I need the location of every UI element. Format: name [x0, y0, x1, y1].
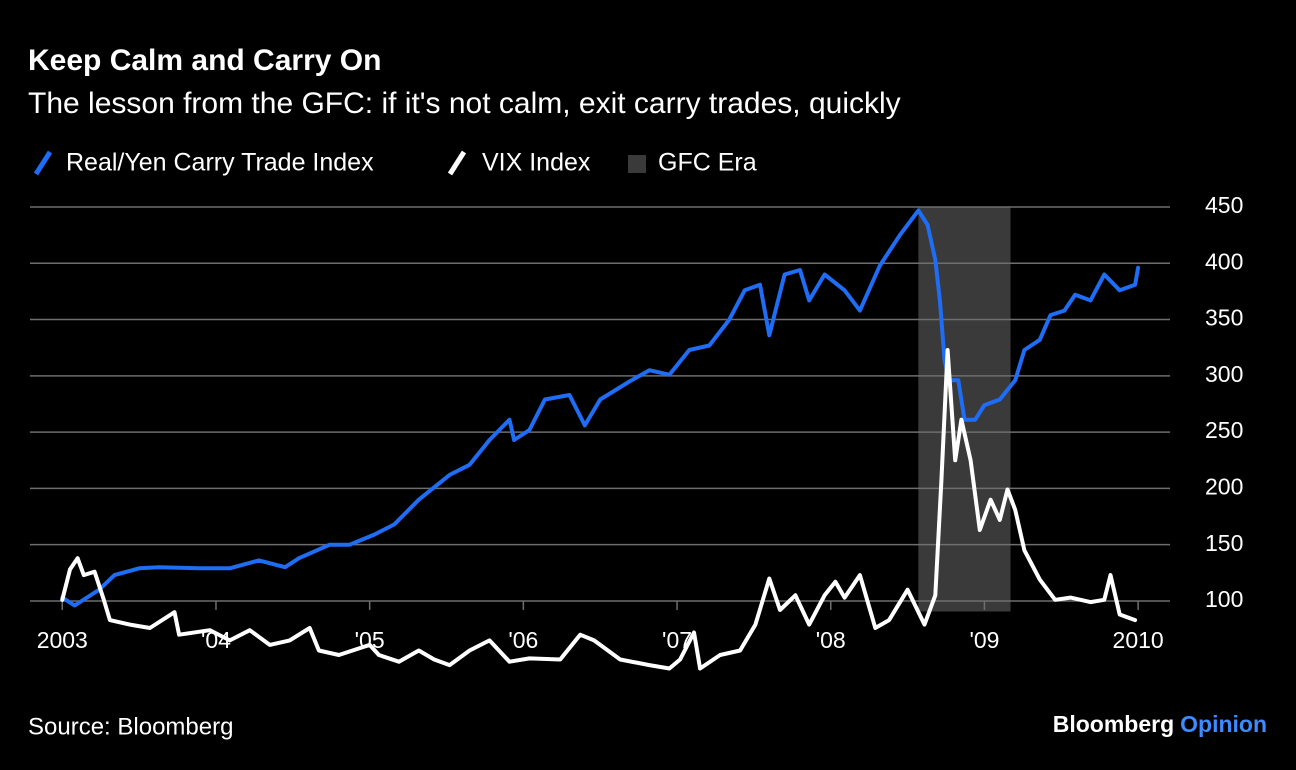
x-tick-label: '09 — [969, 627, 999, 653]
series-line — [60, 348, 1138, 671]
chart-subtitle: The lesson from the GFC: if it's not cal… — [28, 87, 901, 120]
legend-label: Real/Yen Carry Trade Index — [66, 149, 374, 177]
y-tick-label: 100 — [1205, 586, 1243, 612]
plot-area: 1001502002503003504004502003'04'05'06'07… — [30, 192, 1243, 671]
legend: Real/Yen Carry Trade Index VIX Index GFC… — [33, 149, 757, 177]
y-tick-label: 200 — [1205, 473, 1243, 499]
chart-title: Keep Calm and Carry On — [28, 44, 381, 77]
y-tick-label: 300 — [1205, 361, 1243, 387]
y-tick-label: 400 — [1205, 248, 1243, 274]
legend-swatch — [628, 155, 646, 173]
legend-label: VIX Index — [482, 149, 591, 177]
brand-suffix: Opinion — [1180, 711, 1267, 737]
brand: Bloomberg Opinion — [1053, 711, 1267, 737]
y-tick-label: 250 — [1205, 417, 1243, 443]
source: Source: Bloomberg — [28, 713, 233, 740]
x-tick-label: '06 — [508, 627, 538, 653]
series-line — [60, 208, 1141, 608]
legend-swatch — [33, 150, 53, 176]
x-tick-label: 2003 — [37, 627, 88, 653]
legend-label: GFC Era — [658, 149, 757, 177]
legend-swatch — [447, 150, 467, 176]
y-tick-label: 150 — [1205, 530, 1243, 556]
y-tick-label: 450 — [1205, 192, 1243, 218]
y-tick-label: 350 — [1205, 305, 1243, 331]
x-tick-label: '08 — [816, 627, 846, 653]
brand-name: Bloomberg — [1053, 711, 1174, 737]
x-tick-label: 2010 — [1113, 627, 1164, 653]
